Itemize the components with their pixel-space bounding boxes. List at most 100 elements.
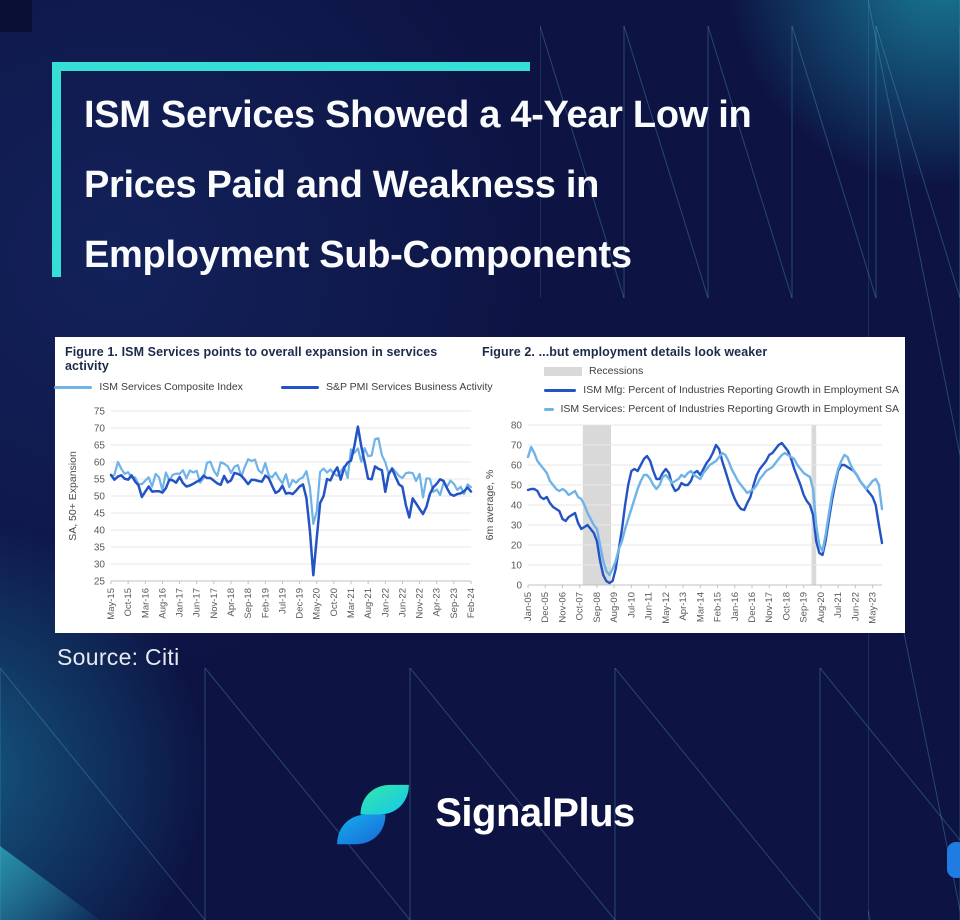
svg-text:May-20: May-20: [312, 588, 323, 620]
svg-text:Jun-22: Jun-22: [850, 592, 861, 621]
page-title-line-2: Prices Paid and Weakness in: [84, 164, 599, 206]
figure2-legend: Recessions ISM Mfg: Percent of Industries…: [544, 365, 899, 415]
edge-shape-decoration: [947, 842, 960, 878]
svg-text:Jul-21: Jul-21: [833, 592, 844, 618]
svg-text:Jun-11: Jun-11: [644, 592, 655, 620]
svg-text:Sep-18: Sep-18: [243, 588, 254, 619]
svg-text:Aug-09: Aug-09: [609, 592, 620, 623]
signalplus-wave-icon: [337, 784, 410, 845]
svg-text:Aug-20: Aug-20: [816, 592, 827, 623]
svg-text:Feb-24: Feb-24: [466, 588, 477, 618]
figure2-legend-item-0: ISM Mfg: Percent of Industries Reporting…: [544, 384, 899, 396]
svg-text:80: 80: [511, 421, 523, 432]
svg-text:Jun-17: Jun-17: [192, 588, 203, 617]
svg-text:Jul-10: Jul-10: [626, 592, 637, 618]
svg-text:Jan-16: Jan-16: [730, 592, 741, 621]
svg-text:Mar-21: Mar-21: [346, 588, 357, 618]
figure1-legend-item-1: S&P PMI Services Business Activity: [280, 381, 493, 393]
svg-text:Feb-19: Feb-19: [260, 588, 271, 618]
svg-text:Jan-05: Jan-05: [523, 592, 534, 621]
figure2-chart-canvas: 0 10 20 30 40 50 60 70 80 6m average, % Jan-05 Dec-…: [484, 421, 884, 624]
svg-text:6m average, %: 6m average, %: [484, 470, 496, 541]
svg-text:Nov-17: Nov-17: [209, 588, 220, 619]
svg-text:Oct-15: Oct-15: [123, 588, 134, 617]
svg-text:Oct-20: Oct-20: [329, 588, 340, 617]
svg-text:Oct-07: Oct-07: [575, 592, 586, 621]
page-title-line-3: Employment Sub-Components: [84, 234, 632, 276]
svg-text:Mar-16: Mar-16: [140, 588, 151, 618]
svg-text:65: 65: [94, 441, 106, 452]
svg-text:10: 10: [511, 561, 523, 572]
svg-text:70: 70: [511, 441, 523, 452]
brand-lockup: SignalPlus: [0, 768, 960, 858]
svg-text:Apr-23: Apr-23: [432, 588, 443, 617]
figure2-legend-recessions: Recessions: [544, 365, 899, 377]
page-title: ISM Services Showed a 4-Year Low in Pric…: [84, 80, 894, 290]
figure2-legend-recessions-label: Recessions: [589, 365, 644, 377]
svg-text:40: 40: [94, 526, 106, 537]
svg-text:20: 20: [511, 541, 523, 552]
svg-text:Oct-18: Oct-18: [781, 592, 792, 621]
figure2-legend-item-1: ISM Services: Percent of Industries Repo…: [544, 403, 899, 415]
charts-panel: Figure 1. ISM Services points to overall…: [54, 337, 905, 633]
svg-text:Aug-16: Aug-16: [157, 588, 168, 619]
figure2-title: Figure 2. ...but employment details look…: [482, 345, 768, 359]
figure2: Figure 2. ...but employment details look…: [482, 345, 899, 629]
figure1-title: Figure 1. ISM Services points to overall…: [65, 345, 438, 373]
svg-text:Feb-15: Feb-15: [713, 592, 724, 622]
svg-text:Nov-17: Nov-17: [764, 592, 775, 623]
svg-text:Dec-19: Dec-19: [295, 588, 306, 619]
svg-text:50: 50: [511, 481, 523, 492]
svg-text:Apr-18: Apr-18: [226, 588, 237, 617]
figure1-legend-item-1-swatch: [280, 385, 319, 389]
svg-text:60: 60: [94, 458, 106, 469]
svg-text:May-15: May-15: [106, 588, 117, 620]
svg-text:Mar-14: Mar-14: [695, 592, 706, 622]
svg-text:Sep-19: Sep-19: [799, 592, 810, 623]
figure1-legend: ISM Services Composite Index S&P PMI Serv…: [54, 375, 493, 399]
figure2-legend-item-0-swatch: [544, 388, 577, 392]
accent-bar-left: [52, 62, 61, 277]
figure2-legend-item-1-swatch: [544, 407, 554, 411]
svg-text:25: 25: [94, 577, 106, 588]
svg-text:SA, 50+ Expansion: SA, 50+ Expansion: [67, 451, 79, 541]
svg-text:Dec-16: Dec-16: [747, 592, 758, 623]
figure2-legend-recessions-swatch: [544, 366, 582, 376]
svg-text:Jul-19: Jul-19: [277, 588, 288, 614]
svg-text:50: 50: [94, 492, 106, 503]
svg-text:45: 45: [94, 509, 106, 520]
svg-text:Apr-13: Apr-13: [678, 592, 689, 621]
svg-text:75: 75: [94, 407, 106, 418]
figure2-legend-item-1-label: ISM Services: Percent of Industries Repo…: [560, 403, 899, 415]
svg-text:May-12: May-12: [661, 592, 672, 624]
svg-text:Aug-21: Aug-21: [363, 588, 374, 619]
svg-text:60: 60: [511, 461, 523, 472]
brand-name: SignalPlus: [435, 790, 635, 835]
svg-text:Jan-22: Jan-22: [380, 588, 391, 617]
figure1-legend-item-1-label: S&P PMI Services Business Activity: [325, 381, 493, 393]
corner-square-decoration: [0, 0, 32, 32]
figure1-legend-item-0-label: ISM Services Composite Index: [99, 381, 243, 393]
page-title-line-1: ISM Services Showed a 4-Year Low in: [84, 94, 752, 136]
svg-text:Sep-23: Sep-23: [449, 588, 460, 619]
svg-text:Dec-05: Dec-05: [540, 592, 551, 623]
svg-text:35: 35: [94, 543, 106, 554]
svg-text:Nov-06: Nov-06: [557, 592, 568, 623]
figure1-legend-item-0-swatch: [54, 385, 93, 389]
figure1-legend-item-0: ISM Services Composite Index: [54, 381, 243, 393]
svg-text:Nov-22: Nov-22: [415, 588, 426, 619]
svg-text:30: 30: [94, 560, 106, 571]
svg-text:40: 40: [511, 501, 523, 512]
svg-text:Sep-08: Sep-08: [592, 592, 603, 623]
svg-text:May-23: May-23: [868, 592, 879, 624]
accent-bar-top: [52, 62, 530, 71]
svg-text:55: 55: [94, 475, 106, 486]
figure2-legend-item-0-label: ISM Mfg: Percent of Industries Reporting…: [583, 384, 899, 396]
svg-text:0: 0: [516, 581, 522, 592]
svg-text:Jan-17: Jan-17: [175, 588, 186, 617]
svg-text:Jun-22: Jun-22: [397, 588, 408, 617]
figure1-chart-canvas: 25 30 35 40 45 50 55 60 65 70 75 SA, 50+ Expansion M…: [67, 407, 477, 620]
svg-text:70: 70: [94, 424, 106, 435]
source-attribution: Source: Citi: [57, 644, 180, 670]
